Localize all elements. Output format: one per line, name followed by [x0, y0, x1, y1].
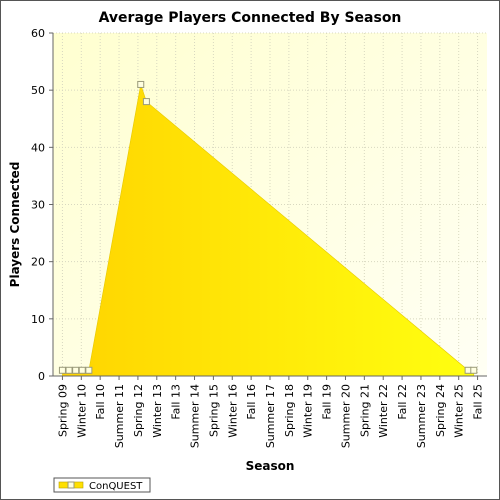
chart-title: Average Players Connected By Season: [99, 10, 402, 26]
x-tick-label: Spring 24: [434, 384, 447, 437]
data-point: [464, 366, 472, 374]
y-tick-label: 20: [31, 256, 45, 269]
x-axis-label: Season: [246, 459, 295, 473]
y-tick-label: 10: [31, 313, 45, 326]
x-tick-label: Spring 15: [207, 384, 220, 437]
x-tick-label: Fall 16: [245, 384, 258, 420]
x-tick-label: Fall 22: [396, 384, 409, 420]
x-tick-label: Winter 13: [151, 384, 164, 438]
y-tick-label: 30: [31, 199, 45, 212]
x-tick-label: Spring 09: [56, 384, 69, 437]
x-tick-label: Winter 10: [75, 384, 88, 438]
data-point: [65, 366, 73, 374]
x-tick-label: Fall 10: [94, 384, 107, 420]
data-point: [78, 366, 86, 374]
y-tick-label: 0: [38, 370, 45, 383]
x-tick-label: Winter 25: [453, 384, 466, 438]
x-tick-label: Summer 20: [339, 384, 352, 448]
x-tick-label: Winter 16: [226, 384, 239, 438]
y-tick-label: 50: [31, 84, 45, 97]
x-tick-label: Spring 18: [283, 384, 296, 437]
data-point: [137, 80, 145, 88]
x-tick-label: Summer 11: [113, 384, 126, 448]
x-tick-label: Fall 19: [321, 384, 334, 420]
x-tick-label: Winter 19: [302, 384, 315, 438]
y-axis-label: Players Connected: [8, 162, 22, 288]
legend-label: ConQUEST: [89, 481, 143, 492]
x-tick-label: Summer 17: [264, 384, 277, 448]
x-tick-label: Summer 14: [189, 384, 202, 448]
y-tick-label: 60: [31, 27, 45, 40]
legend-marker: [67, 481, 75, 489]
data-point: [85, 366, 93, 374]
data-point: [142, 98, 150, 106]
x-tick-label: Winter 22: [377, 384, 390, 438]
legend-box: [53, 477, 151, 493]
x-tick-label: Fall 13: [170, 384, 183, 420]
x-tick-label: Summer 23: [415, 384, 428, 448]
data-point: [58, 366, 66, 374]
y-tick-label: 40: [31, 141, 45, 154]
x-tick-label: Fall 25: [472, 384, 485, 420]
data-point: [72, 366, 80, 374]
data-point: [470, 366, 478, 374]
x-tick-label: Spring 21: [358, 384, 371, 437]
x-tick-label: Spring 12: [132, 384, 145, 437]
